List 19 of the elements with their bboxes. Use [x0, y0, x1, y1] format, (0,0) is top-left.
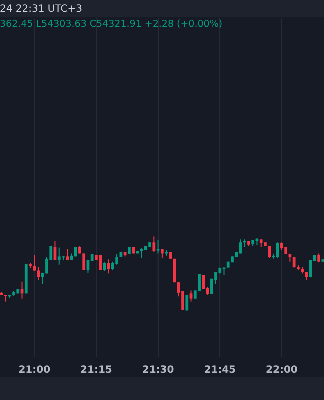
candlestick [58, 247, 61, 266]
candlestick [66, 248, 70, 261]
x-tick-label: 22:00 [266, 365, 298, 376]
candlestick [186, 294, 189, 312]
candlestick [190, 290, 193, 302]
candlestick [107, 259, 110, 274]
candlestick [99, 254, 102, 270]
x-tick-label: 21:45 [204, 365, 236, 376]
candlestick [37, 266, 40, 281]
candlestick [116, 254, 118, 266]
x-tick-label: 21:30 [142, 365, 174, 376]
candlestick [82, 253, 86, 270]
x-tick-label: 21:00 [18, 365, 51, 376]
candlestick [276, 242, 280, 259]
text: 24 22:31 UTC+3 [0, 4, 82, 15]
text: 362.45 L54303.63 C54321.91 +2.28 (+0.00%) [0, 19, 223, 30]
candlestick [152, 236, 156, 253]
x-tick-label: 21:15 [80, 365, 112, 376]
candlestick [33, 254, 36, 272]
